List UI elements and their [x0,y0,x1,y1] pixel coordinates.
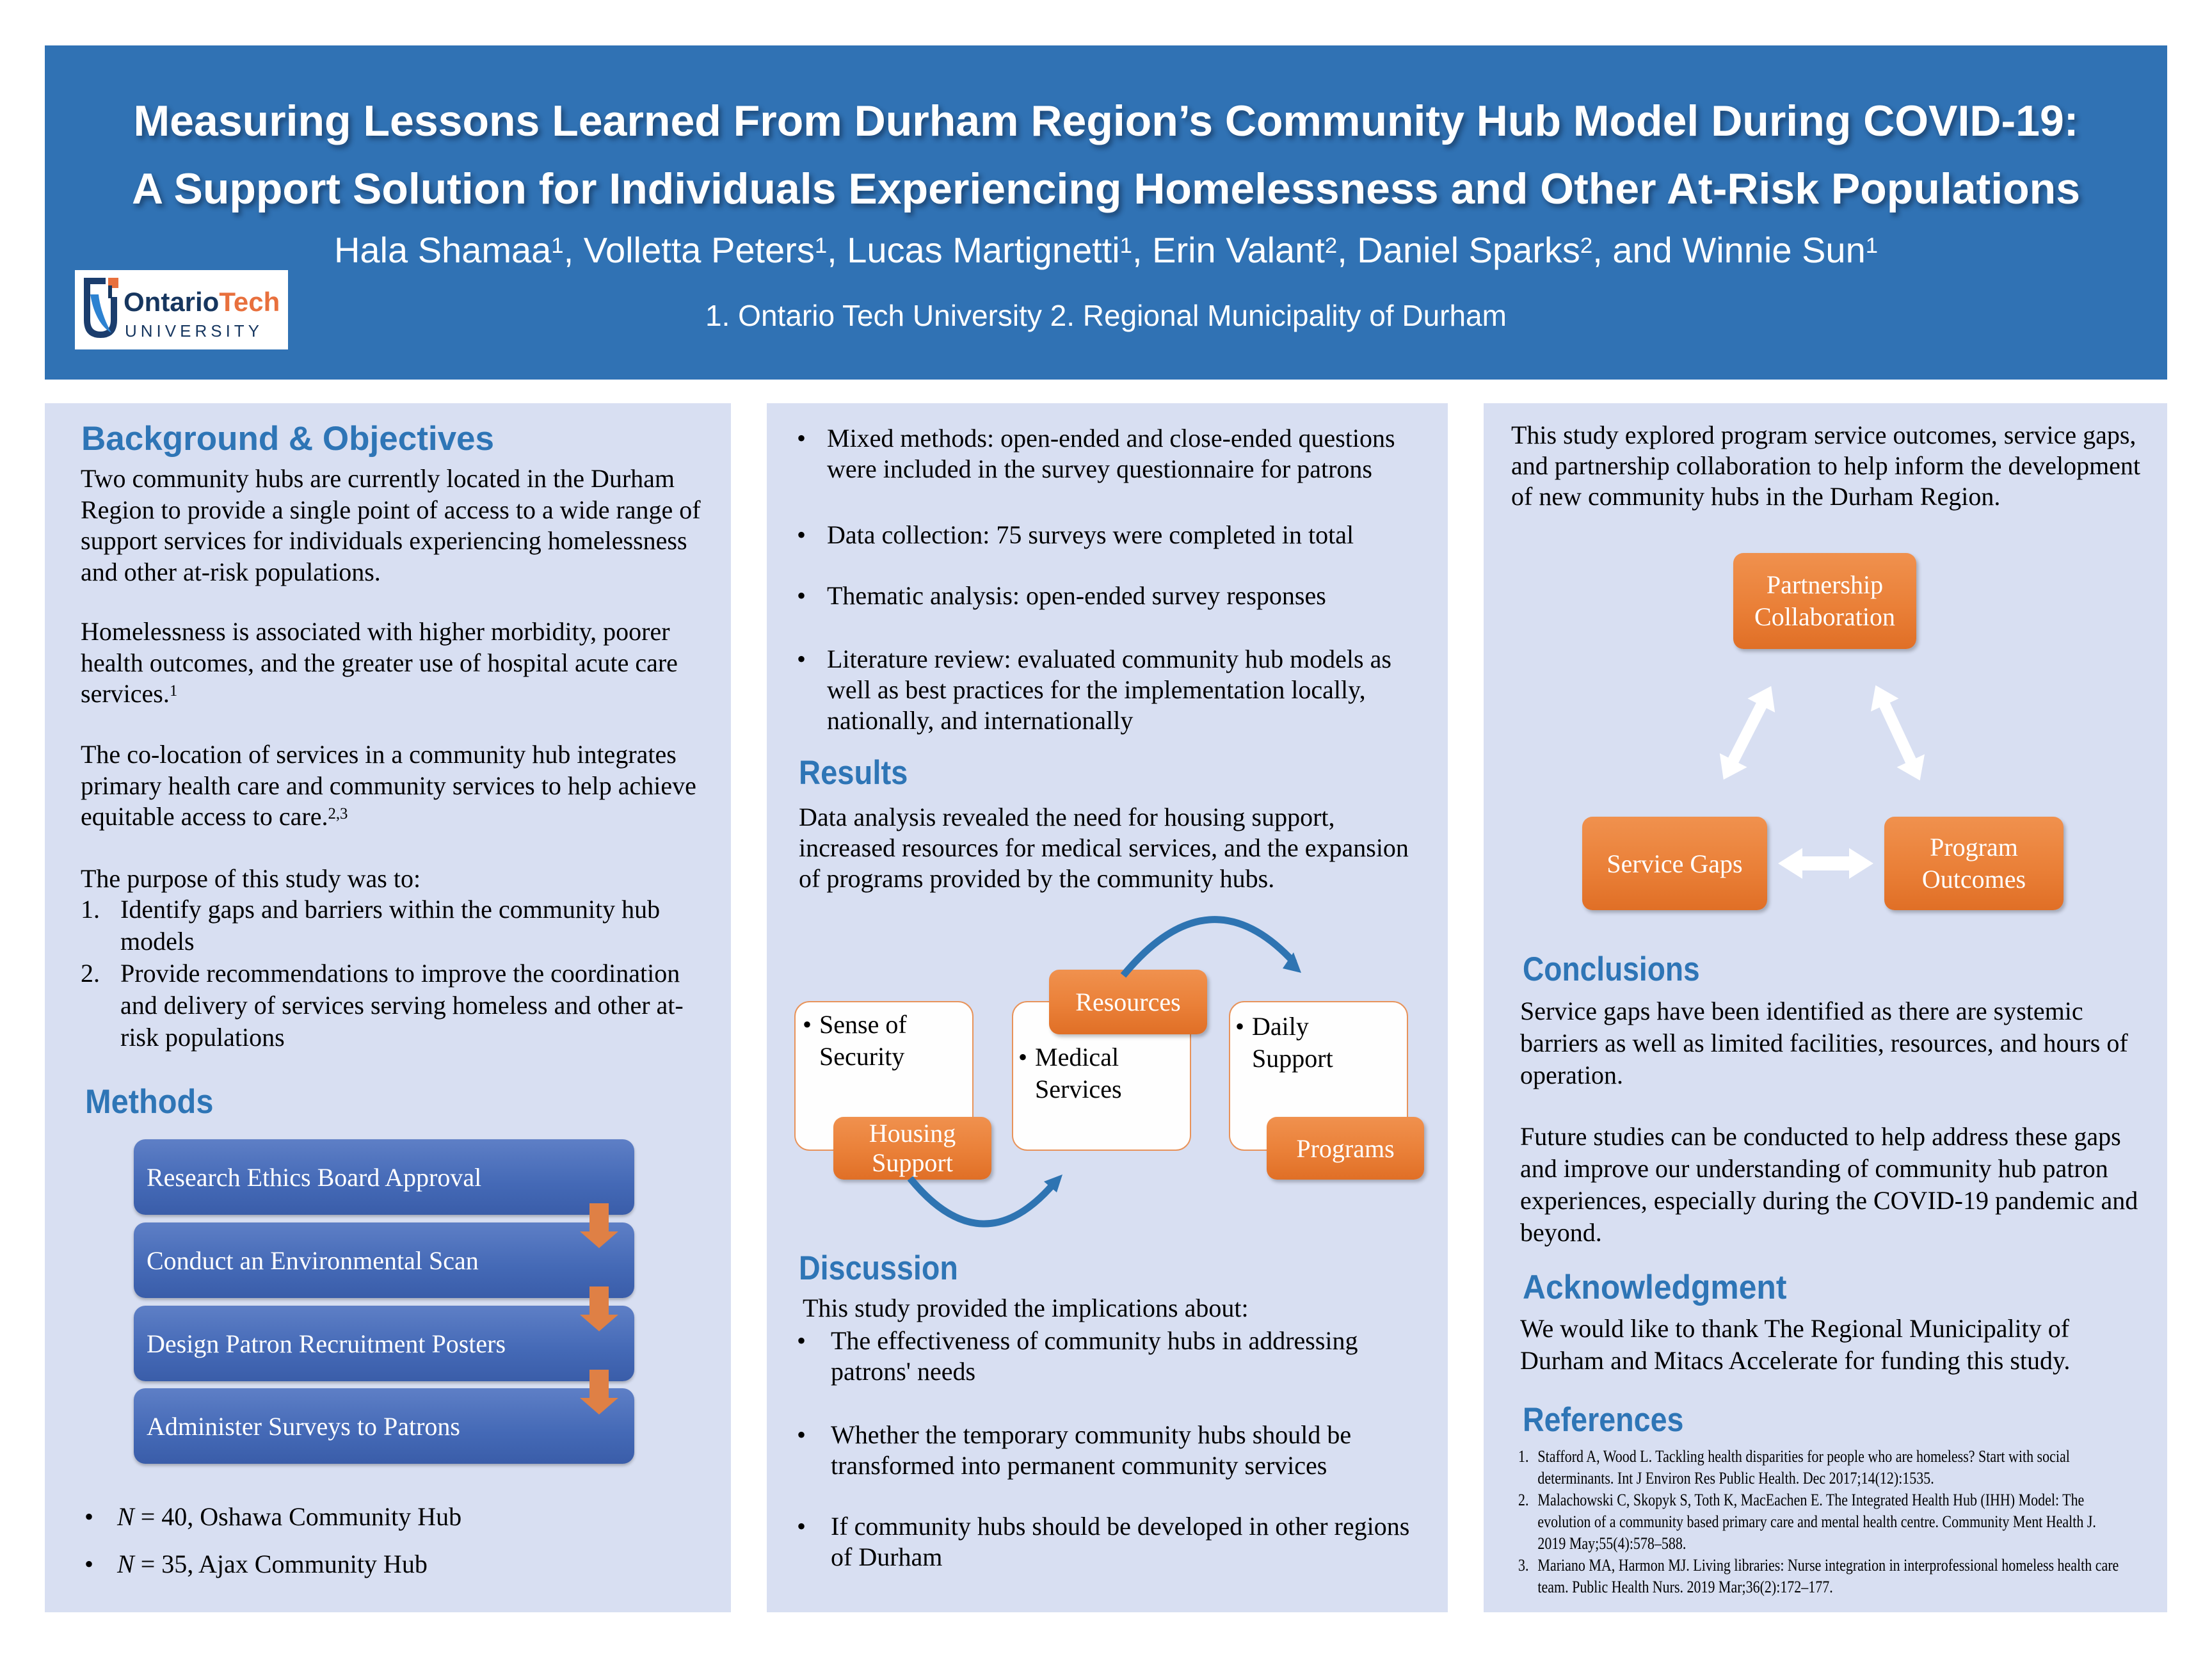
svg-text:OntarioTech: OntarioTech [124,287,280,317]
svg-text:UNIVERSITY: UNIVERSITY [125,321,263,341]
